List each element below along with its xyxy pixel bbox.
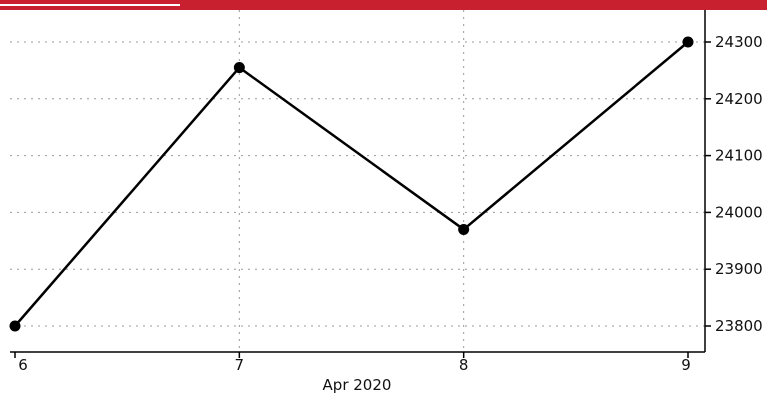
y-tick-label: 24300 <box>715 33 763 51</box>
data-point <box>10 321 21 332</box>
grid <box>10 10 705 352</box>
data-point <box>458 224 469 235</box>
header-tab-underline <box>0 4 180 6</box>
series <box>10 37 694 332</box>
x-tick-label: 8 <box>459 356 469 374</box>
x-axis-title: Apr 2020 <box>323 376 392 394</box>
x-tick-label: 7 <box>235 356 245 374</box>
y-tick-label: 24000 <box>715 203 763 221</box>
series-line <box>15 42 688 326</box>
x-tick-label: 6 <box>18 356 28 374</box>
y-tick-label: 23900 <box>715 260 763 278</box>
data-point <box>683 37 694 48</box>
ticks: 23800 23900 24000 24100 24200 24300 6 7 8 9 <box>15 33 763 374</box>
data-point <box>234 62 245 73</box>
y-tick-label: 23800 <box>715 317 763 335</box>
axes <box>10 10 705 352</box>
x-tick-label: 9 <box>681 356 691 374</box>
y-tick-label: 24200 <box>715 90 763 108</box>
y-tick-label: 24100 <box>715 147 763 165</box>
